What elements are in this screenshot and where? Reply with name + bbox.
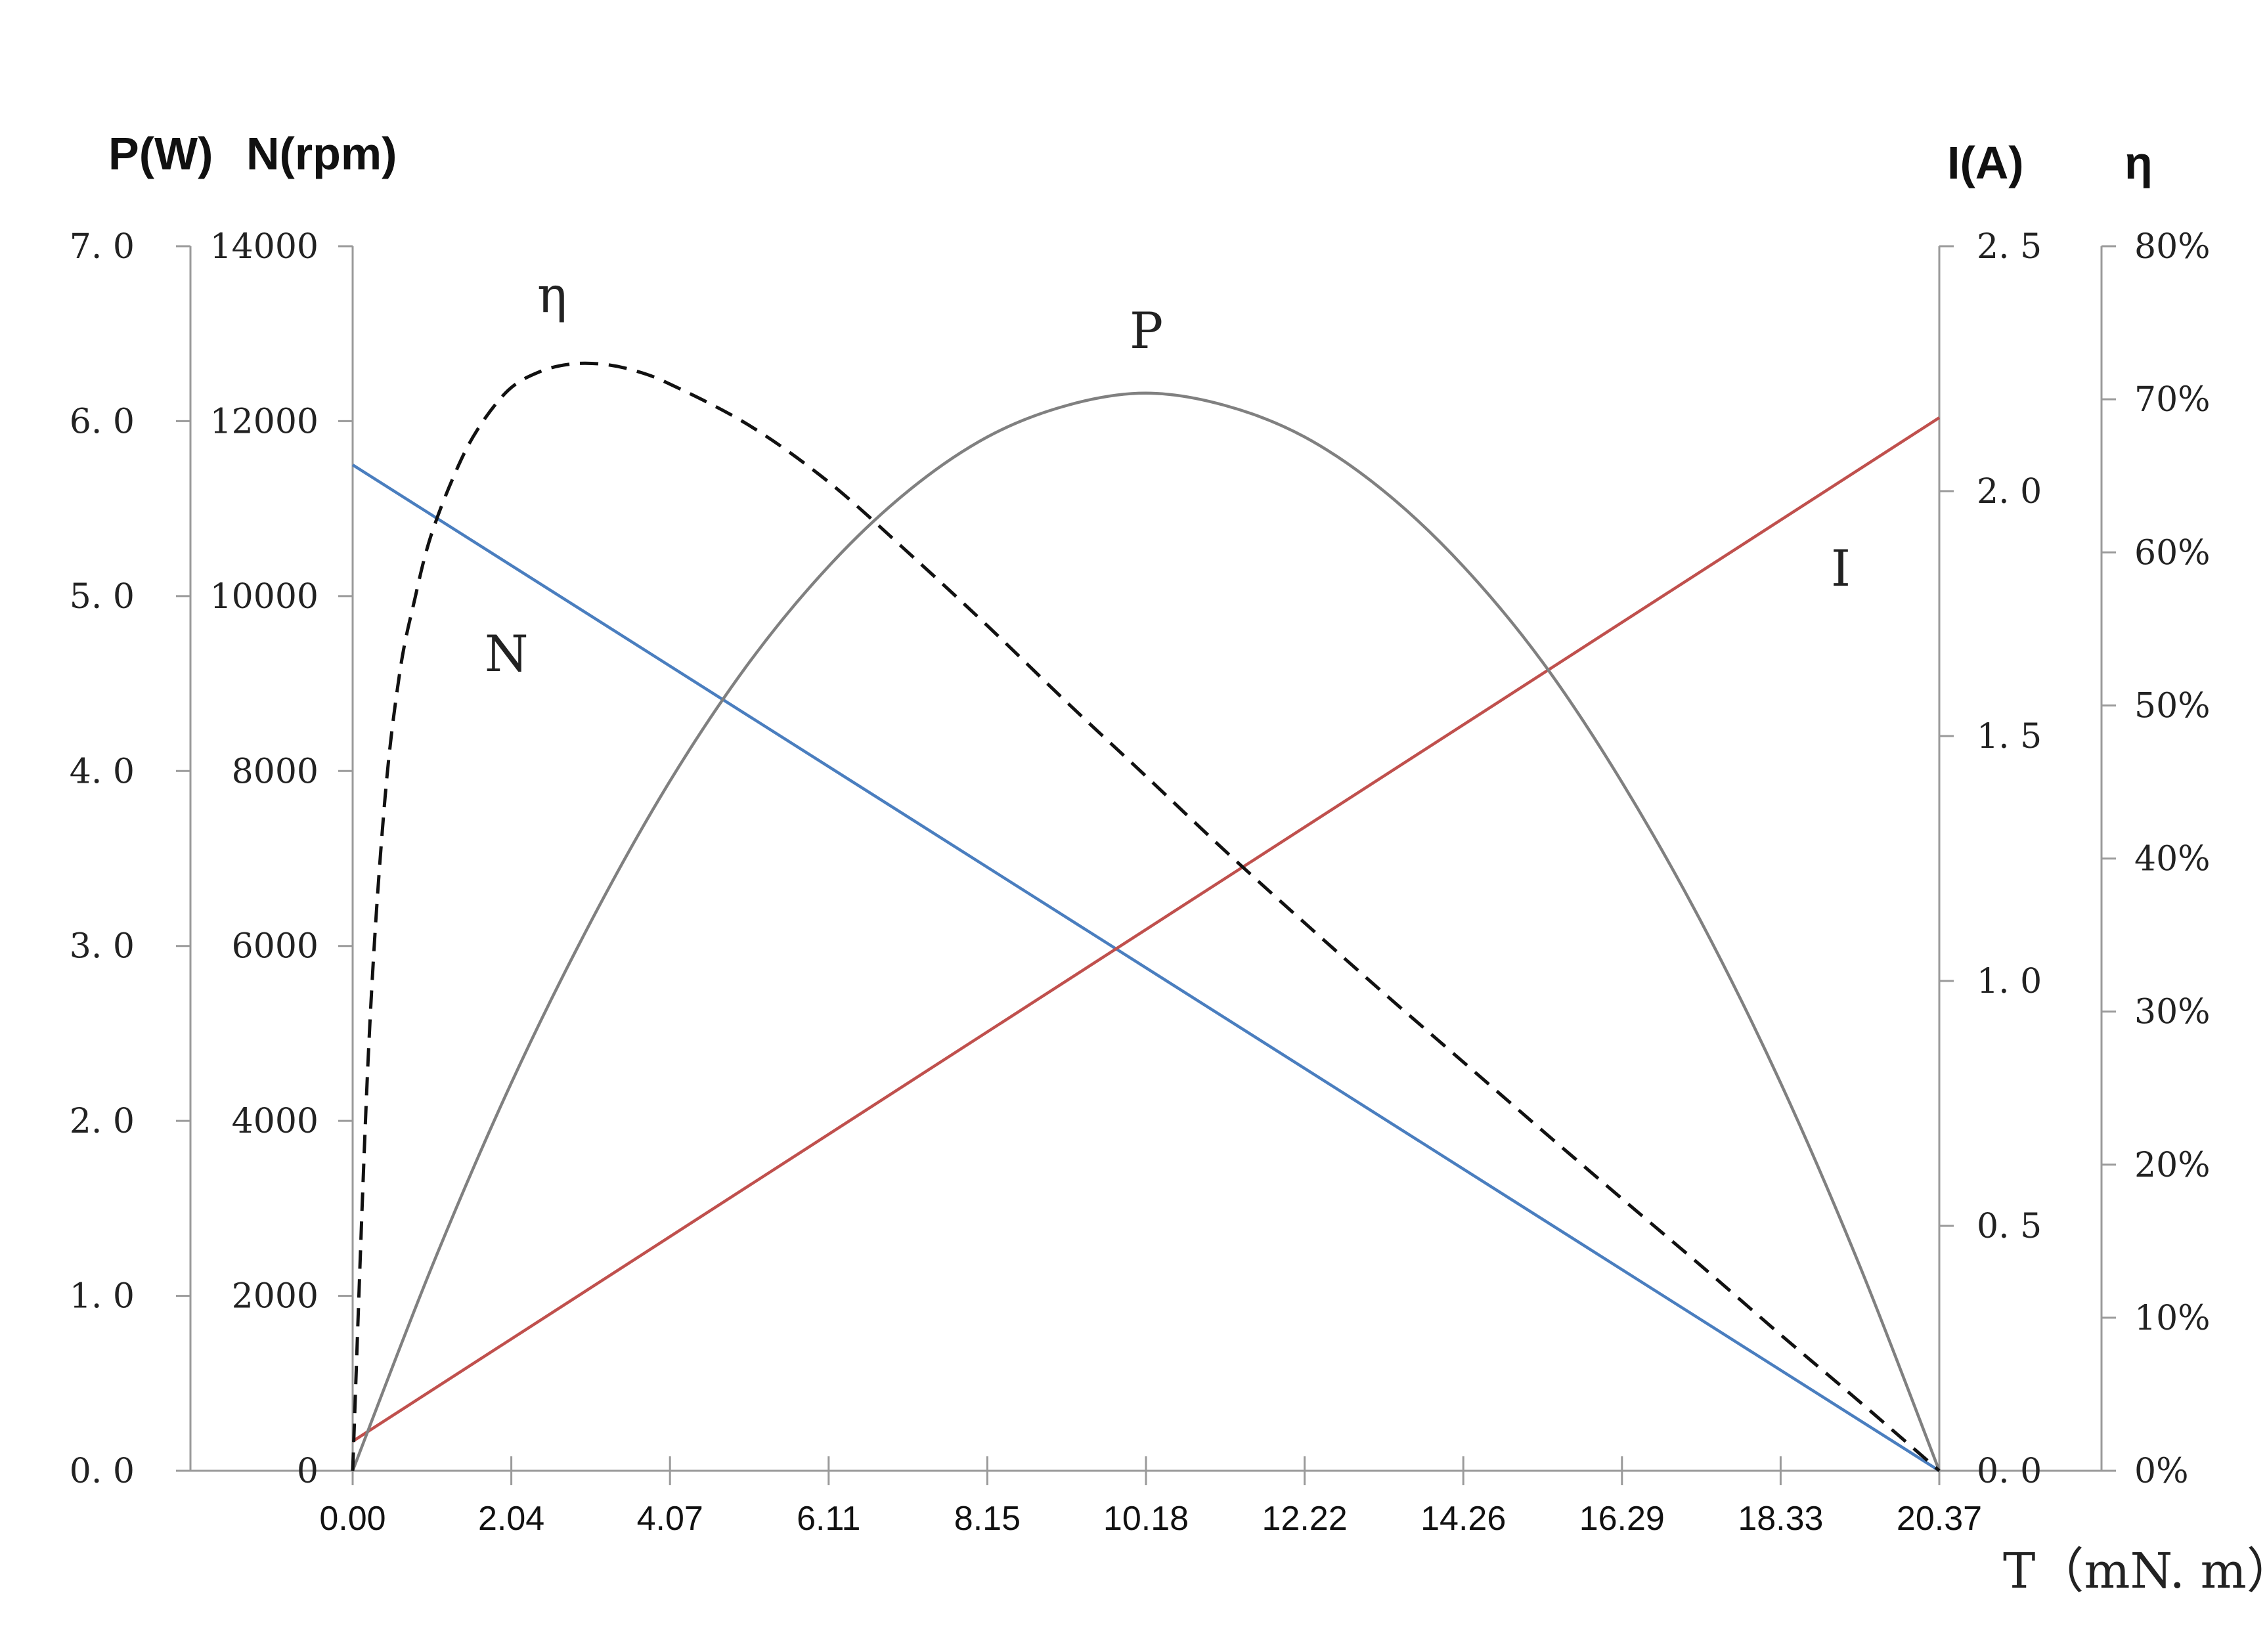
x-tick-label: 16.29 — [1579, 1500, 1665, 1538]
x-tick-label: 0.00 — [319, 1500, 385, 1538]
curve-label-p: P — [1130, 301, 1163, 360]
current-tick-label: 0. 5 — [1977, 1207, 2042, 1246]
power-axis-title: P(W) — [108, 128, 213, 179]
power-series-line — [351, 391, 1941, 1471]
x-tick-label: 10.18 — [1103, 1500, 1189, 1538]
efficiency-tick-label: 80% — [2134, 227, 2211, 267]
curve-label-eta: η — [537, 265, 567, 324]
power-tick-label: 5. 0 — [70, 577, 135, 617]
current-series-line — [351, 416, 1941, 1443]
speed-series-line — [351, 464, 1941, 1472]
speed-tick-label: 12000 — [210, 402, 319, 441]
current-tick-label: 2. 0 — [1977, 472, 2042, 511]
curve-label-n: N — [485, 624, 529, 683]
efficiency-tick-label: 60% — [2134, 533, 2211, 573]
efficiency-tick-label: 20% — [2134, 1146, 2211, 1185]
x-tick-label: 14.26 — [1420, 1500, 1506, 1538]
x-tick-label: 8.15 — [954, 1500, 1021, 1538]
speed-tick-label: 4000 — [232, 1102, 319, 1141]
speed-tick-label: 14000 — [210, 227, 319, 267]
x-tick-label: 6.11 — [797, 1500, 860, 1538]
power-tick-label: 0. 0 — [70, 1452, 135, 1491]
speed-tick-label: 10000 — [210, 577, 319, 617]
efficiency-series-line — [351, 361, 1941, 1472]
curve-label-i: I — [1831, 539, 1851, 598]
power-tick-label: 1. 0 — [70, 1277, 135, 1316]
x-tick-label: 12.22 — [1262, 1500, 1348, 1538]
speed-tick-label: 8000 — [232, 752, 319, 791]
x-axis-title: T（mN. m） — [2003, 1543, 2267, 1599]
power-tick-label: 2. 0 — [70, 1102, 135, 1141]
speed-tick-label: 6000 — [232, 927, 319, 967]
current-tick-label: 1. 0 — [1977, 962, 2042, 1001]
x-tick-label: 20.37 — [1897, 1500, 1982, 1538]
speed-axis-title: N(rpm) — [246, 128, 397, 179]
ticks-layer: 0. 0 1. 0 2. 0 3. 0 4. 0 5. 0 6. 0 7. 0 0 2000 400… — [70, 227, 2211, 1538]
efficiency-tick-label: 10% — [2134, 1299, 2211, 1338]
power-tick-label: 3. 0 — [70, 927, 135, 967]
efficiency-tick-label: 70% — [2134, 380, 2211, 420]
speed-tick-label: 2000 — [232, 1277, 319, 1316]
efficiency-tick-label: 40% — [2134, 840, 2211, 879]
x-tick-label: 18.33 — [1738, 1500, 1823, 1538]
x-tick-label: 2.04 — [478, 1500, 544, 1538]
current-tick-label: 0. 0 — [1977, 1452, 2042, 1491]
efficiency-axis-title: η — [2124, 137, 2153, 188]
power-tick-label: 6. 0 — [70, 402, 135, 441]
current-tick-label: 2. 5 — [1977, 227, 2042, 267]
x-tick-label: 4.07 — [637, 1500, 703, 1538]
current-tick-label: 1. 5 — [1977, 717, 2042, 756]
current-axis-title: I(A) — [1947, 137, 2024, 188]
power-tick-label: 7. 0 — [70, 227, 135, 267]
efficiency-tick-label: 0% — [2134, 1452, 2189, 1491]
speed-tick-label: 0 — [297, 1452, 319, 1491]
efficiency-tick-label: 50% — [2134, 686, 2211, 726]
efficiency-tick-label: 30% — [2134, 993, 2211, 1032]
power-tick-label: 4. 0 — [70, 752, 135, 791]
series-layer — [351, 361, 1941, 1472]
